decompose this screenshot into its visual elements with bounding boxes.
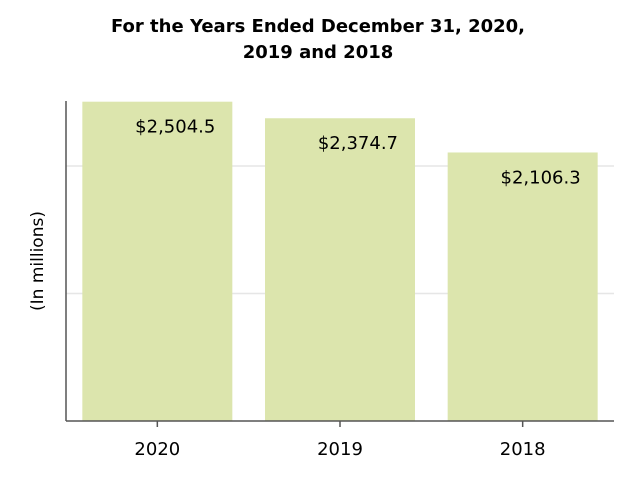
chart-title: For the Years Ended December 31, 2020, 2… <box>110 16 526 63</box>
x-tick-label: 2019 <box>317 439 363 460</box>
value-label: $2,504.5 <box>135 117 215 138</box>
y-axis-label: (In millions) <box>28 211 48 311</box>
value-label: $2,106.3 <box>501 167 581 188</box>
value-label: $2,374.7 <box>318 133 398 154</box>
bar <box>265 118 415 422</box>
x-tick-label: 2018 <box>500 439 546 460</box>
bar <box>447 152 598 422</box>
bar <box>82 101 233 421</box>
x-tick-label: 2020 <box>134 439 180 460</box>
